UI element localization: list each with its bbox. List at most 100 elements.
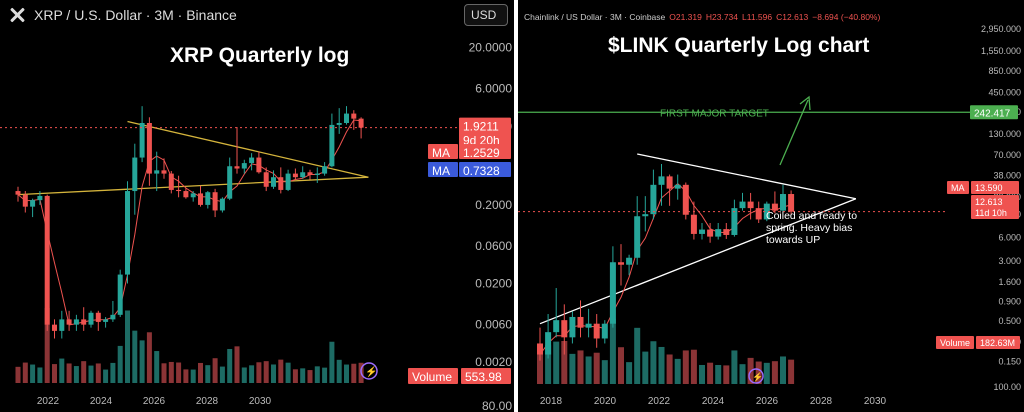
currency-button[interactable]: USD [464, 4, 508, 26]
candle-body [219, 198, 225, 211]
candle-body [344, 113, 349, 124]
link-symbol-header: Chainlink / US Dollar · 3M · Coinbase O2… [524, 12, 880, 22]
candle-body [227, 166, 233, 199]
volume-bar [723, 365, 730, 384]
candle-body [593, 323, 600, 339]
ohlc-change: −8.694 (−40.80%) [812, 12, 881, 22]
link-chart-canvas[interactable]: 2,950.0001,550.000850.000450.000250.0001… [518, 0, 1024, 412]
volume-bar [256, 362, 262, 383]
candle-body [351, 113, 357, 119]
xrp-price-tag-box [459, 117, 511, 148]
price-axis-label: 6.000 [998, 233, 1021, 243]
volume-bar [658, 346, 665, 384]
ohlc-close: C12.613 [776, 12, 809, 22]
volume-bar [249, 365, 255, 383]
candle-body [553, 320, 560, 333]
up-arrow-head [799, 95, 811, 111]
candle-body [674, 184, 681, 189]
candle-body [707, 229, 714, 237]
candle-body [205, 192, 211, 205]
volume-bar [117, 345, 123, 383]
candle-body [682, 184, 689, 215]
volume-bar [650, 341, 657, 384]
volume-bar [234, 346, 240, 383]
ma-tag-value: 0.7328 [463, 164, 500, 178]
volume-bar [618, 347, 624, 384]
candle-body [336, 123, 342, 125]
candle-body [161, 170, 167, 174]
volume-bar [88, 365, 94, 383]
volume-bar [125, 310, 130, 383]
xrp-chart-canvas[interactable]: 20.00006.00002.00000.20000.06000.02000.0… [0, 0, 514, 412]
time-axis-label: 2030 [864, 396, 887, 407]
up-arrow [779, 99, 809, 166]
candle-body [577, 316, 584, 328]
candle-body [132, 157, 138, 192]
volume-bar [103, 369, 109, 383]
candle-body [314, 173, 320, 175]
price-axis-label: 0.900 [998, 296, 1021, 306]
candle-body [139, 123, 145, 158]
volume-bar [95, 363, 101, 383]
price-axis-label: 6.0000 [475, 82, 512, 96]
price-axis-label: 2,950.000 [981, 24, 1021, 34]
volume-bar [15, 366, 21, 383]
candle-body [561, 320, 568, 338]
volume-bar [81, 361, 87, 383]
candle-body [300, 172, 306, 178]
volume-bar [674, 358, 681, 384]
candle-body [292, 173, 298, 178]
sparkle-icon-glyph: ⚡ [752, 371, 763, 383]
candle-body [358, 118, 364, 128]
volume-bar [154, 351, 160, 383]
volume-bar [190, 369, 196, 383]
candle-body [249, 157, 255, 164]
candle-body [81, 319, 87, 325]
link-chart-panel[interactable]: 2,950.0001,550.000850.000450.000250.0001… [518, 0, 1024, 412]
ma-tag-label-box [947, 181, 969, 194]
volume-bar [161, 363, 167, 383]
volume-bar [609, 318, 616, 384]
close-icon[interactable] [8, 6, 26, 24]
candle-body [125, 191, 130, 275]
candle-body [212, 192, 218, 211]
volume-bar [73, 366, 79, 383]
volume-bar [634, 327, 641, 384]
xrp-symbol-header: XRP / U.S. Dollar · 3M · Binance [8, 6, 237, 24]
link-chart-title: $LINK Quarterly Log chart [608, 34, 870, 57]
price-axis-label: 1,550.000 [981, 46, 1021, 56]
xrp-chart-panel[interactable]: 20.00006.00002.00000.20000.06000.02000.0… [0, 0, 514, 412]
candle-body [154, 170, 160, 174]
candle-body [66, 319, 72, 325]
volume-bar [322, 367, 328, 383]
xrp-chart-title: XRP Quarterly log [170, 44, 350, 67]
price-axis-label: 0.0200 [475, 277, 512, 291]
ma-tag-label: MA [432, 146, 450, 160]
volume-bar [601, 360, 608, 384]
candle-body [30, 200, 36, 207]
candle-body [15, 191, 21, 195]
price-axis-label: 0.500 [998, 316, 1021, 326]
volume-bar [626, 362, 633, 384]
volume-bar [707, 362, 714, 384]
candle-body [747, 201, 754, 209]
time-axis-label: 2024 [702, 396, 725, 407]
candle-body [780, 194, 786, 211]
volume-bar [271, 364, 276, 383]
xrp-price-tag: 1.9211 [463, 120, 499, 134]
volume-bar [545, 345, 552, 384]
candle-body [626, 257, 633, 265]
candle-body [642, 214, 649, 217]
candle-body [168, 173, 174, 190]
volume-bar [139, 340, 145, 383]
volume-bar [307, 370, 313, 383]
candle-body [183, 191, 189, 198]
candle-body [755, 208, 762, 220]
volume-bar [300, 368, 306, 383]
candle-body [618, 262, 624, 265]
candle-body [278, 177, 284, 190]
time-axis-label: 2022 [648, 396, 671, 407]
ma-tag-value-box [971, 181, 1019, 194]
ma-tag-value: 1.2529 [463, 146, 500, 160]
ma-tag-label: MA [432, 164, 450, 178]
